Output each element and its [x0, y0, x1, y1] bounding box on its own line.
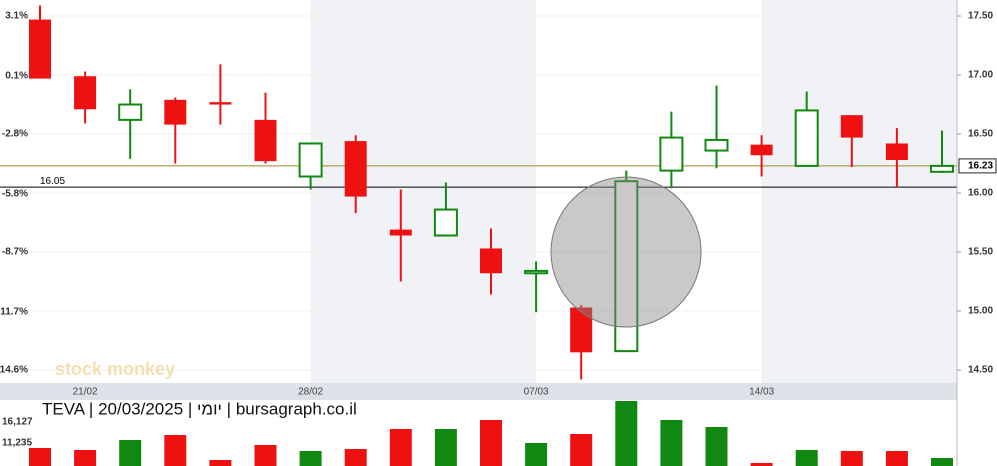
x-tick-label: 14/03 — [749, 387, 774, 398]
volume-bar — [74, 450, 97, 466]
candle-body — [750, 144, 773, 156]
volume-tick-label: 11,235 — [2, 438, 32, 449]
date-strip — [0, 383, 957, 400]
labels: 14.50 15.00 15.50 16.00 16.50 17.00 17.50 -14.6… — [0, 11, 997, 449]
volume-bar — [389, 428, 412, 466]
volume-bar — [344, 449, 367, 466]
chart-title: TEVA | 20/03/2025 | יומי | bursagraph.co… — [42, 399, 357, 418]
candle-body — [659, 136, 684, 172]
candle-body — [389, 229, 412, 236]
volume-bar — [840, 451, 863, 466]
y2-tick-label: 0.1% — [5, 71, 28, 82]
volume-bar — [254, 445, 277, 466]
y2-tick-label: -14.6% — [0, 365, 28, 376]
candle-body — [704, 138, 729, 152]
volume-bar — [795, 450, 818, 466]
candle-body — [164, 99, 187, 125]
y2-tick-label: -8.7% — [2, 247, 28, 258]
candle-body — [254, 119, 277, 162]
volume-tick-label: 16,127 — [2, 417, 33, 428]
candle-body — [840, 115, 863, 138]
volume-bar — [164, 434, 187, 466]
volume-bar — [750, 463, 773, 466]
candle-body — [614, 180, 639, 353]
y-tick-label: 16.50 — [968, 129, 993, 140]
bands — [310, 0, 957, 383]
last-price-box — [958, 158, 997, 174]
volume-bar — [525, 443, 548, 466]
volume-bar — [209, 460, 232, 466]
y2-tick-label: 3.1% — [5, 11, 28, 22]
candle-body — [930, 164, 954, 173]
volume-bar — [885, 451, 908, 466]
volume-bar — [570, 434, 593, 466]
watermark: stock monkey — [55, 359, 175, 379]
y-tick-label: 17.50 — [968, 11, 993, 22]
volume-bar — [705, 427, 728, 466]
candle-body — [118, 103, 143, 121]
volume-bar — [299, 451, 322, 466]
x-tick-label: 07/03 — [524, 387, 549, 398]
cursor-highlight — [550, 176, 702, 328]
y2-tick-label: -2.8% — [2, 129, 28, 140]
volume-bar — [434, 428, 457, 466]
candle-body — [570, 307, 593, 353]
y2-tick-label: -5.8% — [2, 189, 28, 200]
candle-body — [74, 76, 97, 110]
candle-body — [794, 109, 819, 167]
week-band — [761, 0, 957, 383]
y-tick-label: 14.50 — [968, 365, 993, 376]
candle-body — [480, 248, 502, 274]
week-band — [310, 0, 537, 383]
candle-body — [524, 269, 549, 275]
marks — [0, 5, 957, 466]
volume-bar — [660, 420, 683, 466]
candle-body — [433, 208, 458, 237]
y-tick-label: 15.50 — [968, 247, 993, 258]
volume-bar — [615, 401, 638, 466]
y-tick-label: 16.00 — [968, 188, 993, 199]
volume-bar — [29, 448, 51, 466]
candle-body — [298, 142, 323, 178]
candle-body — [344, 141, 367, 197]
y2-tick-label: -11.7% — [0, 307, 28, 318]
reference-label: 16.05 — [40, 176, 65, 187]
volume-bar — [480, 420, 502, 466]
y-tick-label: 17.00 — [968, 70, 993, 81]
candle-body — [885, 143, 908, 160]
x-tick-label: 28/02 — [298, 387, 323, 398]
y-tick-label: 15.00 — [968, 306, 993, 317]
volume-bar — [119, 440, 142, 466]
volume-bar — [931, 458, 953, 466]
candle-body — [29, 19, 51, 79]
candle-body — [209, 102, 232, 105]
x-tick-label: 21/02 — [73, 387, 98, 398]
last-price-label: 16.23 — [968, 161, 993, 172]
